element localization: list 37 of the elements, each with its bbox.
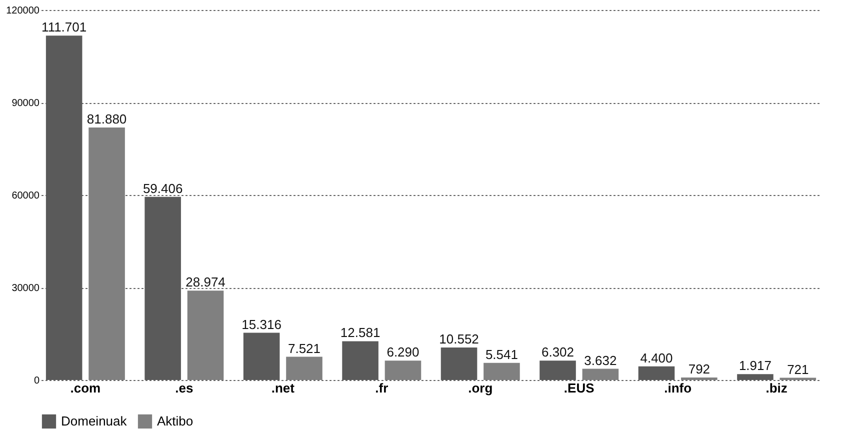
data-label: 10.552 xyxy=(439,331,479,346)
x-tick-label: .fr xyxy=(375,380,388,396)
data-label: 28.974 xyxy=(186,274,226,290)
bar xyxy=(484,362,520,380)
x-tick-label: .es xyxy=(175,380,194,396)
bar xyxy=(582,368,619,380)
y-tick-label: 60000 xyxy=(12,190,40,202)
data-label: 12.581 xyxy=(340,325,380,340)
y-tick-label: 120000 xyxy=(6,6,40,16)
bar xyxy=(384,360,422,380)
data-label: 6.290 xyxy=(386,344,420,360)
data-label: 3.632 xyxy=(584,352,617,368)
x-tick-label: .info xyxy=(664,380,692,396)
data-label: 792 xyxy=(688,362,710,377)
y-tick-label: 30000 xyxy=(12,283,40,294)
y-tick-label: 0 xyxy=(34,376,40,386)
x-tick-label: .EUS xyxy=(564,380,595,396)
data-label: 7.521 xyxy=(288,340,321,356)
x-tick-label: .org xyxy=(468,380,493,396)
data-label: 1.917 xyxy=(738,358,772,374)
data-label: 15.316 xyxy=(242,316,282,332)
x-tick-label: .com xyxy=(70,380,101,396)
bar xyxy=(88,128,125,380)
data-label: 111.701 xyxy=(42,20,87,35)
x-tick-label: .biz xyxy=(766,380,788,396)
y-tick-label: 90000 xyxy=(12,98,40,109)
bar xyxy=(187,290,224,380)
data-label: 59.406 xyxy=(142,180,183,196)
data-label: 4.400 xyxy=(640,350,673,366)
data-label: 721 xyxy=(787,362,809,377)
data-label: 81.880 xyxy=(86,112,127,127)
data-label: 6.302 xyxy=(541,344,574,360)
bar xyxy=(286,356,322,380)
legend-label: Aktibo xyxy=(157,413,194,428)
legend-label: Domeinuak xyxy=(61,413,128,428)
data-label: 5.541 xyxy=(485,346,518,362)
x-tick-label: .net xyxy=(271,380,296,396)
